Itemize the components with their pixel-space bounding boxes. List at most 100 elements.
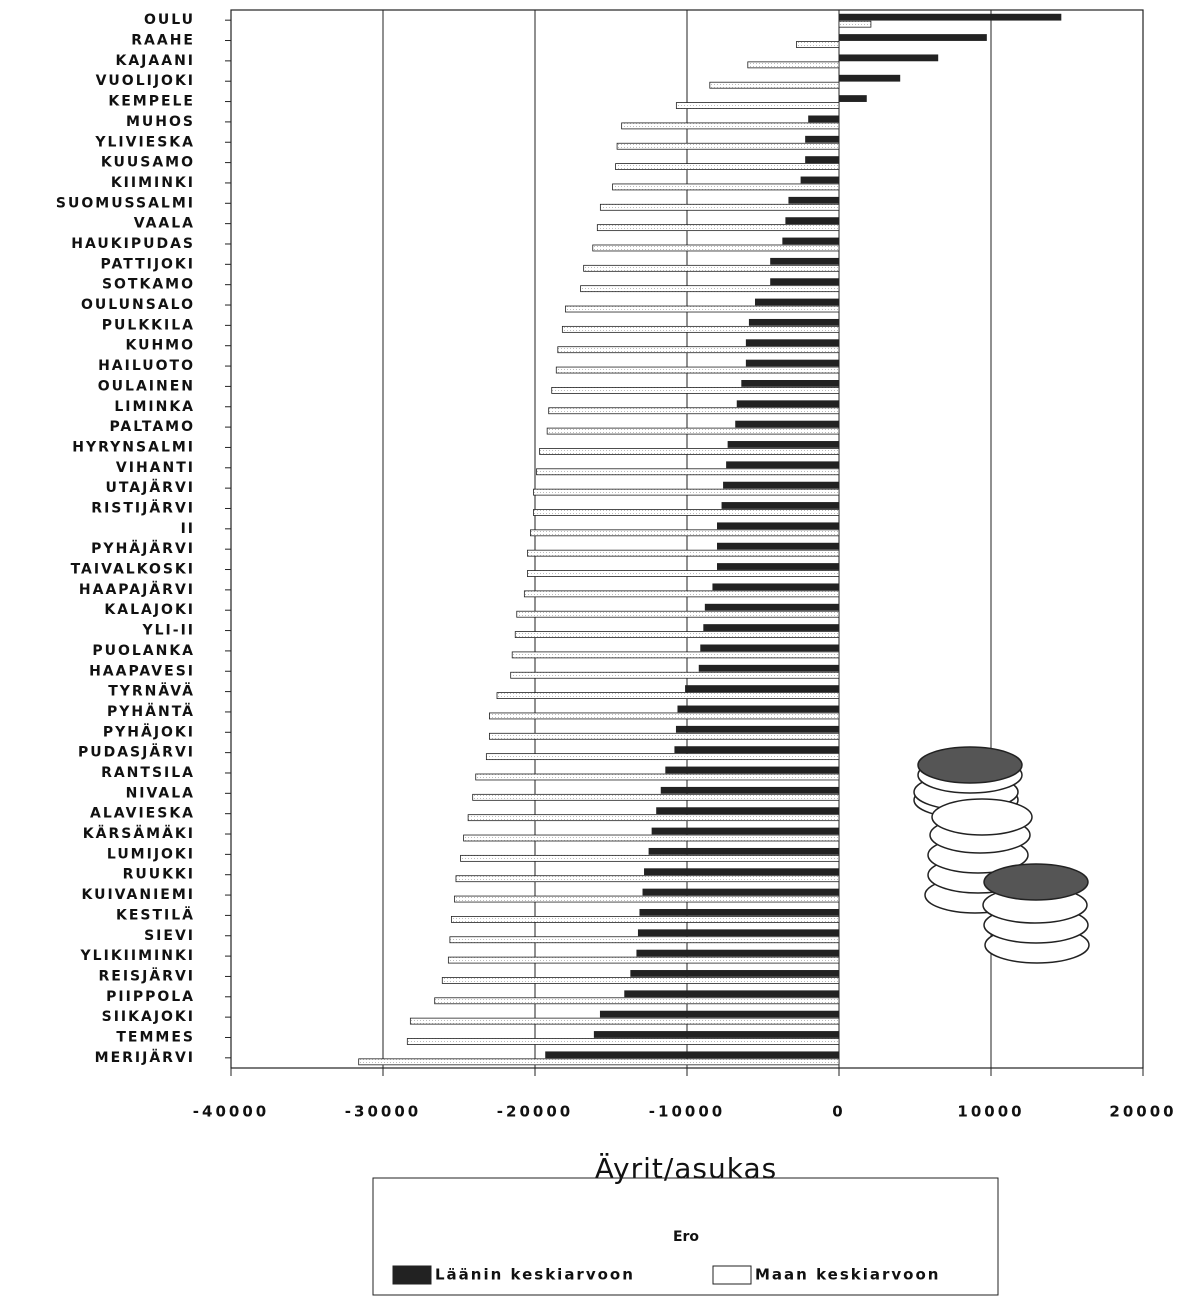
bar	[741, 380, 840, 387]
y-tick-label: YLIVIESKA	[94, 134, 195, 150]
legend-swatch	[392, 1265, 432, 1285]
bar	[555, 366, 840, 374]
y-tick-label: KUHMO	[125, 338, 195, 354]
bar	[838, 13, 1062, 21]
bar	[472, 793, 840, 801]
y-tick-label: SUOMUSSALMI	[56, 195, 195, 211]
y-tick-label: VIHANTI	[116, 460, 195, 476]
bar	[624, 990, 840, 998]
bar	[838, 20, 872, 28]
y-tick-label: PYHÄJÄRVI	[91, 540, 195, 557]
y-tick-label: PUDASJÄRVI	[78, 744, 195, 761]
legend-label: Läänin keskiarvoon	[435, 1266, 635, 1284]
bar	[630, 970, 840, 977]
bar	[455, 875, 840, 883]
bar	[527, 549, 840, 557]
bar	[621, 122, 840, 130]
bar	[599, 1010, 840, 1018]
bar	[514, 631, 840, 638]
bar	[685, 685, 840, 692]
bar	[561, 325, 840, 333]
bar	[583, 264, 840, 272]
bar	[788, 196, 840, 204]
bar	[441, 977, 840, 984]
bar	[721, 502, 840, 509]
y-tick-label: PALTAMO	[109, 419, 195, 435]
bar	[510, 671, 840, 679]
bar	[656, 807, 840, 815]
bar	[838, 34, 987, 41]
bar	[805, 135, 840, 143]
y-tick-label: MERIJÄRVI	[95, 1049, 195, 1066]
x-tick-label: -40000	[193, 1103, 269, 1121]
y-tick-label: YLI-II	[142, 623, 196, 639]
legend-swatch	[712, 1265, 752, 1285]
y-tick-label: KESTILÄ	[116, 906, 195, 923]
bar	[677, 705, 840, 713]
bar	[704, 603, 840, 611]
bar	[805, 156, 840, 163]
bar	[536, 468, 840, 476]
bar	[450, 916, 840, 923]
y-tick-label: LUMIJOKI	[107, 846, 195, 862]
y-tick-label: RISTIJÄRVI	[91, 499, 195, 516]
y-tick-label: KUUSAMO	[101, 155, 195, 171]
bar	[488, 712, 840, 720]
y-tick-label: LIMINKA	[114, 399, 195, 415]
bar	[727, 441, 840, 448]
bar	[447, 956, 840, 964]
y-tick-label: RANTSILA	[101, 765, 195, 781]
bar	[717, 522, 840, 530]
bar	[808, 115, 840, 123]
bar	[467, 814, 840, 822]
bar	[674, 746, 840, 754]
bar	[511, 651, 840, 659]
bar	[485, 753, 840, 761]
bar	[651, 827, 840, 835]
bar	[709, 81, 840, 89]
x-tick-label: 0	[832, 1103, 845, 1121]
y-tick-label: KAJAANI	[116, 53, 196, 69]
y-tick-label: TEMMES	[116, 1029, 195, 1045]
bar	[409, 1017, 840, 1025]
bar	[434, 997, 840, 1005]
bar	[785, 217, 840, 225]
y-tick-label: OULUNSALO	[81, 297, 195, 313]
y-tick-label: SOTKAMO	[102, 277, 195, 293]
y-tick-label: YLIKIIMINKI	[80, 948, 195, 964]
bar	[700, 644, 840, 652]
bar	[599, 203, 840, 211]
plot-frame	[230, 9, 1144, 1069]
bar	[406, 1038, 840, 1045]
bar	[703, 624, 840, 631]
bar	[516, 610, 840, 618]
bar	[637, 929, 840, 937]
y-tick-label: OULU	[144, 12, 195, 28]
bar	[530, 529, 840, 537]
bar	[580, 285, 840, 293]
bar	[557, 346, 840, 354]
y-tick-label: PIIPPOLA	[106, 989, 195, 1005]
bar	[717, 542, 840, 550]
bar	[675, 725, 840, 733]
bar	[358, 1058, 840, 1066]
bar	[592, 244, 840, 252]
y-tick-label: VAALA	[134, 216, 195, 232]
bar	[454, 895, 840, 903]
bar	[838, 74, 901, 82]
bar	[460, 854, 840, 862]
y-tick-label: SIIKAJOKI	[102, 1009, 195, 1025]
bar	[800, 176, 840, 184]
y-tick-label: HAUKIPUDAS	[71, 236, 195, 252]
y-tick-label: KALAJOKI	[104, 602, 195, 618]
bar	[639, 909, 840, 916]
x-tick-label: -10000	[649, 1103, 725, 1121]
bar	[675, 102, 840, 109]
y-tick-label: HAILUOTO	[98, 358, 195, 374]
bar	[745, 339, 840, 347]
y-tick-label: VUOLIJOKI	[96, 73, 195, 89]
coins-illustration	[913, 746, 1090, 964]
x-tick-label: 20000	[1109, 1103, 1176, 1121]
x-axis-label: Äyrit/asukas	[595, 1152, 778, 1185]
